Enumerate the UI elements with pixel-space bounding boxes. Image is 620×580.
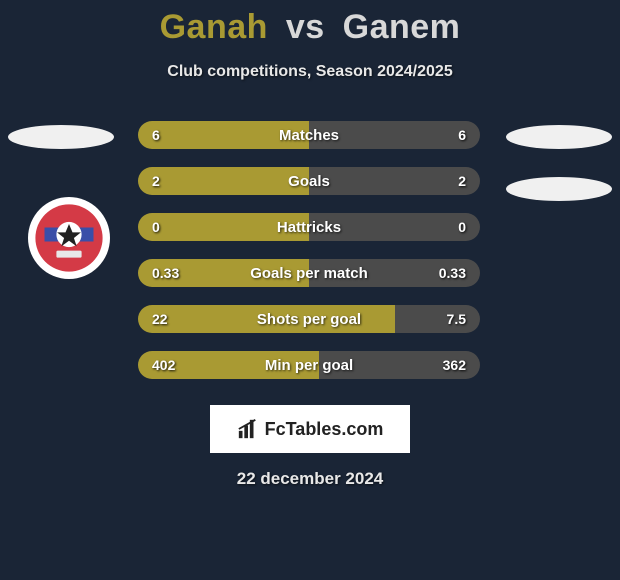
stat-value-left: 402 xyxy=(152,357,175,373)
stat-label: Goals per match xyxy=(138,265,480,282)
stat-value-left: 0.33 xyxy=(152,265,179,281)
stat-value-right: 362 xyxy=(443,357,466,373)
stat-value-right: 6 xyxy=(458,127,466,143)
stat-row: Min per goal402 362 xyxy=(138,351,480,379)
player1-name: Ganah xyxy=(160,8,268,46)
date-text: 22 december 2024 xyxy=(0,469,620,489)
stat-bars: Matches66Goals22Hattricks00Goals per mat… xyxy=(138,121,480,397)
stat-value-left: 2 xyxy=(152,173,160,189)
stat-row: Hattricks0 0 xyxy=(138,213,480,241)
stat-value-right: 0 xyxy=(458,219,466,235)
stat-row: Shots per goal22 7.5 xyxy=(138,305,480,333)
page-title: Ganah vs Ganem xyxy=(0,0,620,47)
stat-value-right: 0.33 xyxy=(439,265,466,281)
stat-value-left: 0 xyxy=(152,219,160,235)
player1-photo-placeholder xyxy=(8,125,114,149)
stat-value-left: 22 xyxy=(152,311,168,327)
title-vs: vs xyxy=(286,8,325,46)
stat-label: Min per goal xyxy=(138,357,480,374)
stat-label: Shots per goal xyxy=(138,311,480,328)
player2-name: Ganem xyxy=(343,8,461,46)
player2-photo-placeholder xyxy=(506,125,612,149)
stat-label: Goals xyxy=(138,173,480,190)
comparison-infographic: Ganah vs Ganem Club competitions, Season… xyxy=(0,0,620,580)
stat-value-left: 6 xyxy=(152,127,160,143)
stat-label: Hattricks xyxy=(138,219,480,236)
stat-label: Matches xyxy=(138,127,480,144)
stat-row: Goals2 2 xyxy=(138,167,480,195)
subtitle: Club competitions, Season 2024/2025 xyxy=(0,63,620,81)
attribution-text: FcTables.com xyxy=(265,419,384,440)
stat-value-right: 7.5 xyxy=(447,311,466,327)
stat-value-right: 2 xyxy=(458,173,466,189)
stat-row: Goals per match0.33 0.33 xyxy=(138,259,480,287)
stats-area: Matches66Goals22Hattricks00Goals per mat… xyxy=(0,121,620,391)
player2-club-placeholder xyxy=(506,177,612,201)
stat-row: Matches6 6 xyxy=(138,121,480,149)
attribution-badge: FcTables.com xyxy=(210,405,410,453)
player1-club-logo xyxy=(28,197,110,279)
bar-chart-icon xyxy=(237,418,259,440)
football-club-logo-icon xyxy=(34,203,104,273)
